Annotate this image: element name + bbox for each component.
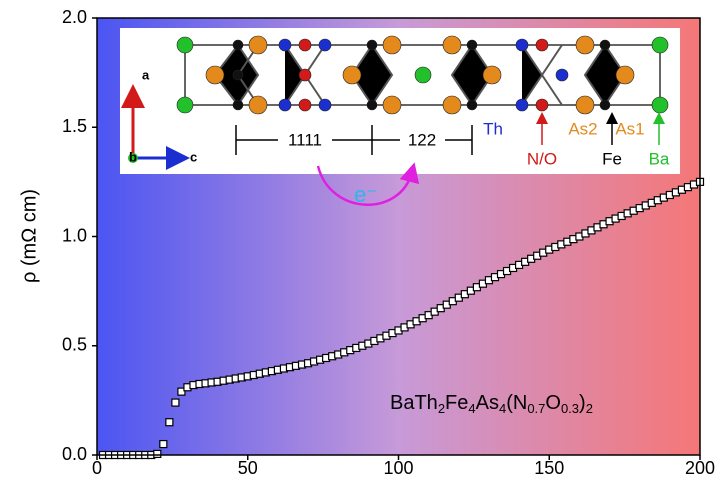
annotation-part: Fe xyxy=(445,392,468,414)
electron-transfer-arrow xyxy=(316,162,420,206)
annotation-part: 2 xyxy=(586,401,593,416)
annotation-part: 2 xyxy=(438,401,445,416)
annotation-part: ) xyxy=(579,392,586,414)
annotation-part: BaTh xyxy=(390,392,438,414)
y-tick-label: 2.0 xyxy=(62,7,87,27)
y-tick-label: 0.5 xyxy=(62,335,87,355)
atom-label: Th xyxy=(483,119,503,138)
data-point xyxy=(159,439,168,449)
block-markers xyxy=(235,125,473,155)
annotation-part: As xyxy=(476,392,499,414)
x-tick-label: 200 xyxy=(685,458,715,478)
annotation-part: 0.3 xyxy=(561,401,579,416)
annotation-part: O xyxy=(545,392,561,414)
axis-label: a xyxy=(142,67,150,82)
data-point xyxy=(165,418,174,427)
annotation-part: (N xyxy=(506,392,527,414)
annotation-part: 4 xyxy=(468,401,475,416)
annotation-part: 0.7 xyxy=(527,401,545,416)
data-point xyxy=(171,398,180,407)
x-tick-label: 150 xyxy=(534,458,564,478)
axis-label: c xyxy=(190,149,197,164)
unit-cell xyxy=(184,44,661,106)
block-label: 1111 xyxy=(288,130,322,149)
atoms xyxy=(176,35,669,115)
x-tick-label: 0 xyxy=(92,458,102,478)
annotation: BaTh2Fe4As4(N0.7O0.3)2 xyxy=(390,392,593,416)
atom-label: Fe xyxy=(602,149,622,168)
annotation-part: 4 xyxy=(499,401,506,416)
axis-origin xyxy=(128,153,138,163)
x-tick-label: 100 xyxy=(383,458,413,478)
block-label: 122 xyxy=(408,130,436,149)
inset: a b c 1111 122 Th N/O As2 As1 Fe Ba xyxy=(120,28,680,174)
axis-label: b xyxy=(129,149,137,164)
atom-label: N/O xyxy=(527,149,557,168)
data-point xyxy=(177,387,186,396)
atom-label: Ba xyxy=(649,149,670,168)
y-axis-label: ρ (mΩ cm) xyxy=(18,189,40,283)
atom-label: As1 xyxy=(615,119,644,138)
bonds xyxy=(213,44,627,106)
y-tick-label: 1.0 xyxy=(62,225,87,245)
atom-label: As2 xyxy=(568,119,597,138)
y-tick-label: 0.0 xyxy=(62,444,87,464)
y-tick-label: 1.5 xyxy=(62,116,87,136)
x-tick-label: 50 xyxy=(238,458,258,478)
data-point xyxy=(153,449,162,459)
electron-label: e⁻ xyxy=(354,182,378,207)
